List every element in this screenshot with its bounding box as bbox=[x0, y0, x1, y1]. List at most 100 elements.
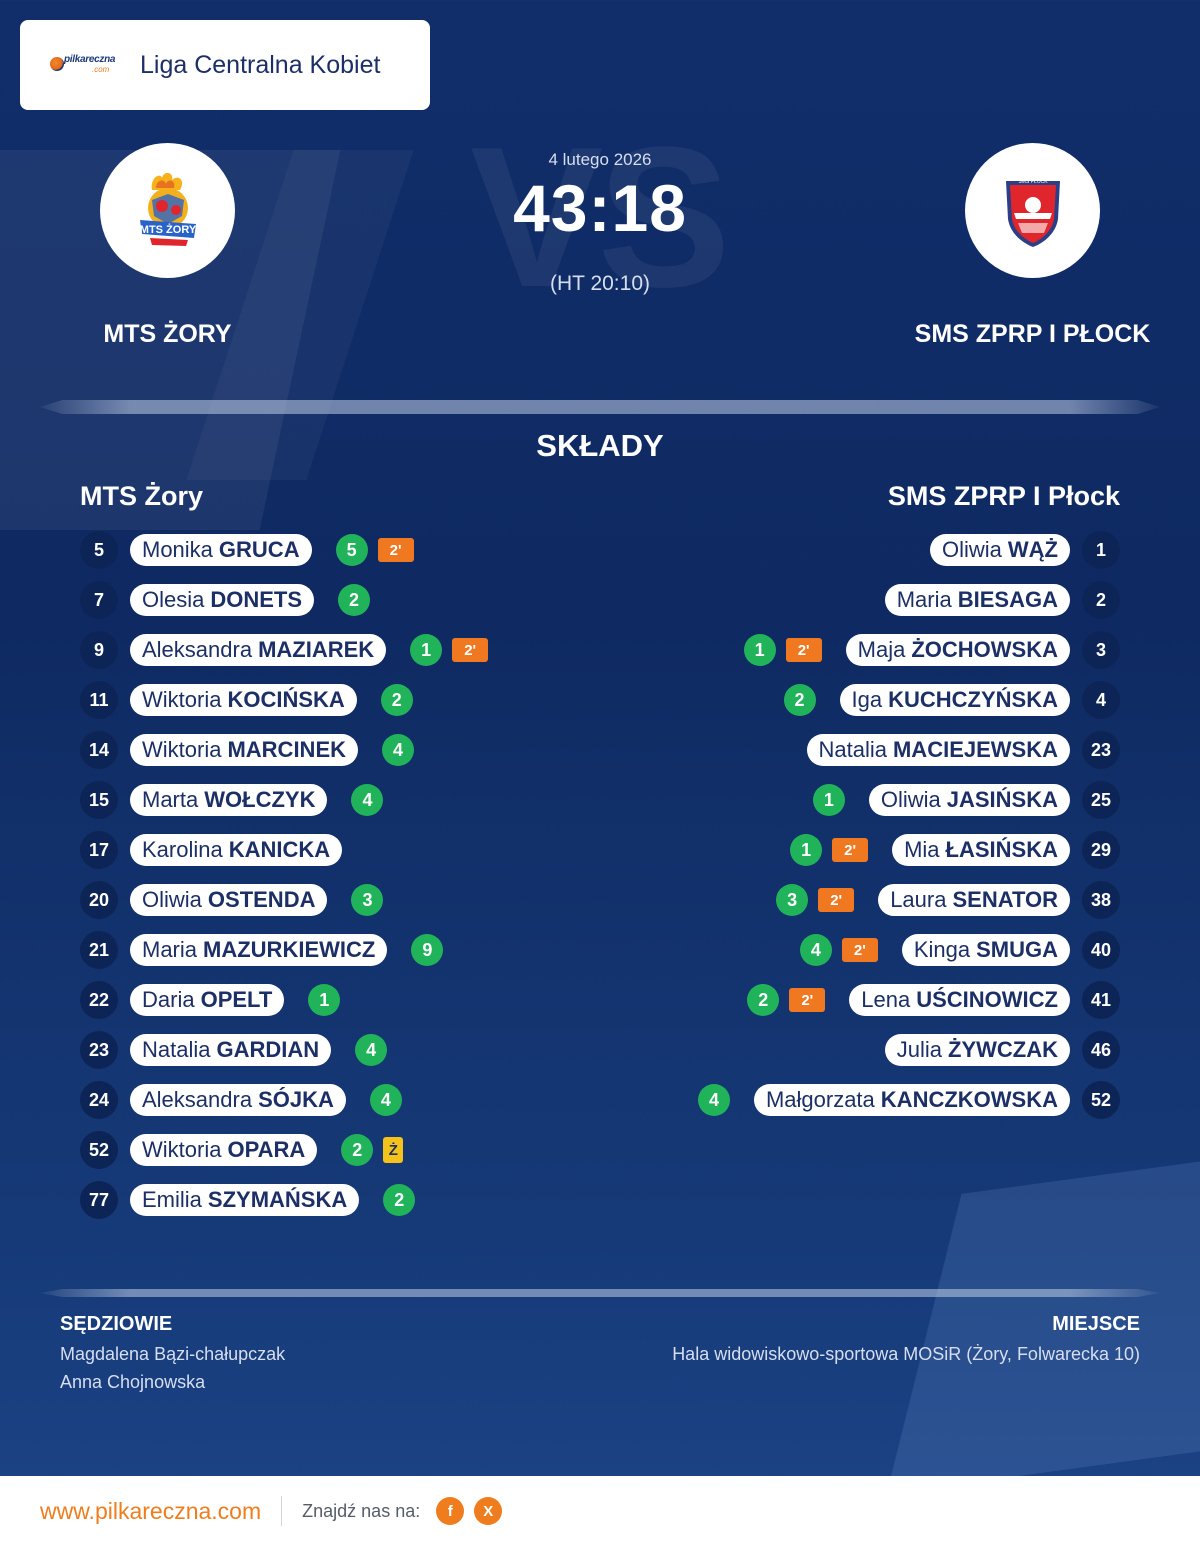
suspension-badge: 2' bbox=[818, 888, 855, 912]
player-stats: 2 bbox=[338, 584, 371, 616]
player-stats: 4 bbox=[351, 784, 384, 816]
player-name[interactable]: Natalia MACIEJEWSKA bbox=[806, 734, 1070, 766]
player-last-name: KANICKA bbox=[228, 837, 331, 862]
player-number: 22 bbox=[80, 981, 118, 1019]
player-stats: 1 2' bbox=[410, 634, 489, 666]
player-last-name: SÓJKA bbox=[258, 1087, 334, 1112]
player-name[interactable]: Marta WOŁCZYK bbox=[130, 784, 328, 816]
player-last-name: SZYMAŃSKA bbox=[207, 1187, 348, 1212]
away-lineup-title: SMS ZPRP I Płock bbox=[887, 481, 1120, 511]
player-name[interactable]: Julia ŻYWCZAK bbox=[884, 1034, 1070, 1066]
player-row: 9 Aleksandra MAZIAREK 1 2' bbox=[80, 625, 600, 675]
lineups-title: SKŁADY bbox=[536, 428, 664, 463]
player-name[interactable]: Maria MAZURKIEWICZ bbox=[130, 934, 388, 966]
player-row: 1 Oliwia WĄŻ bbox=[600, 525, 1120, 575]
player-number: 14 bbox=[80, 731, 118, 769]
player-name[interactable]: Laura SENATOR bbox=[878, 884, 1070, 916]
home-lineup-title: MTS Żory bbox=[80, 481, 204, 511]
player-first-name: Emilia bbox=[142, 1187, 202, 1212]
player-row: 23 Natalia GARDIAN 4 bbox=[80, 1025, 600, 1075]
goals-badge: 1 bbox=[812, 784, 845, 816]
goals-badge: 9 bbox=[411, 934, 444, 966]
player-last-name: SENATOR bbox=[952, 887, 1058, 912]
player-name[interactable]: Mia ŁASIŃSKA bbox=[892, 834, 1070, 866]
player-name[interactable]: Oliwia JASIŃSKA bbox=[868, 784, 1070, 816]
player-number: 41 bbox=[1082, 981, 1120, 1019]
player-name[interactable]: Małgorzata KANCZKOWSKA bbox=[753, 1084, 1070, 1116]
player-name[interactable]: Aleksandra MAZIAREK bbox=[130, 634, 387, 666]
suspension-badge: 2' bbox=[832, 838, 869, 862]
facebook-icon[interactable]: f bbox=[436, 1497, 465, 1525]
player-name[interactable]: Oliwia WĄŻ bbox=[930, 534, 1070, 566]
divider bbox=[40, 1289, 1160, 1297]
player-row: 23 Natalia MACIEJEWSKA bbox=[600, 725, 1120, 775]
referees-label: SĘDZIOWIE bbox=[60, 1313, 173, 1335]
player-name[interactable]: Iga KUCHCZYŃSKA bbox=[839, 684, 1070, 716]
player-name[interactable]: Lena UŚCINOWICZ bbox=[849, 984, 1070, 1016]
player-name[interactable]: Monika GRUCA bbox=[130, 534, 312, 566]
player-last-name: KANCZKOWSKA bbox=[880, 1087, 1058, 1112]
player-row: 25 Oliwia JASIŃSKA 1 bbox=[600, 775, 1120, 825]
footer-separator bbox=[281, 1496, 283, 1526]
player-name[interactable]: Kinga SMUGA bbox=[901, 934, 1070, 966]
player-row: 7 Olesia DONETS 2 bbox=[80, 575, 600, 625]
player-last-name: WĄŻ bbox=[1007, 537, 1058, 562]
player-first-name: Maria bbox=[142, 937, 198, 962]
player-row: 20 Oliwia OSTENDA 3 bbox=[80, 875, 600, 925]
svg-text:MTS ŻORY: MTS ŻORY bbox=[139, 223, 196, 236]
player-last-name: WOŁCZYK bbox=[204, 787, 316, 812]
player-name[interactable]: Karolina KANICKA bbox=[130, 834, 343, 866]
player-row: 38 Laura SENATOR 3 2' bbox=[600, 875, 1120, 925]
footer: www.pilkareczna.com Znajdź nas na: f X bbox=[0, 1476, 1200, 1546]
player-row: 22 Daria OPELT 1 bbox=[80, 975, 600, 1025]
player-row: 52 Wiktoria OPARA 2 Ż bbox=[80, 1125, 600, 1175]
player-name[interactable]: Maria BIESAGA bbox=[884, 584, 1070, 616]
find-us-label: Znajdź nas na: bbox=[302, 1500, 421, 1521]
player-first-name: Wiktoria bbox=[142, 1137, 222, 1162]
home-team-logo: MTS ŻORY bbox=[100, 143, 235, 278]
player-last-name: GARDIAN bbox=[216, 1037, 320, 1062]
player-first-name: Maja bbox=[857, 637, 906, 662]
player-row: 21 Maria MAZURKIEWICZ 9 bbox=[80, 925, 600, 975]
player-name[interactable]: Olesia DONETS bbox=[130, 584, 315, 616]
player-name[interactable]: Wiktoria MARCINEK bbox=[130, 734, 359, 766]
yellow-card-badge: Ż bbox=[383, 1137, 404, 1163]
player-first-name: Karolina bbox=[142, 837, 223, 862]
referee-name: Anna Chojnowska bbox=[60, 1372, 206, 1392]
home-lineup-list: 5 Monika GRUCA 5 2' 7 Olesia DONETS 2 9 Aleksandra… bbox=[80, 525, 600, 1225]
player-name[interactable]: Wiktoria KOCIŃSKA bbox=[130, 684, 357, 716]
goals-badge: 1 bbox=[790, 834, 823, 866]
player-name[interactable]: Oliwia OSTENDA bbox=[130, 884, 328, 916]
player-number: 17 bbox=[80, 831, 118, 869]
player-number: 11 bbox=[80, 681, 118, 719]
player-row: 52 Małgorzata KANCZKOWSKA 4 bbox=[600, 1075, 1120, 1125]
player-last-name: GRUCA bbox=[218, 537, 300, 562]
player-name[interactable]: Emilia SZYMAŃSKA bbox=[130, 1184, 360, 1216]
player-first-name: Kinga bbox=[913, 937, 971, 962]
player-last-name: KUCHCZYŃSKA bbox=[888, 687, 1058, 712]
venue-name: Hala widowiskowo-sportowa MOSiR (Żory, F… bbox=[672, 1344, 1140, 1364]
player-number: 77 bbox=[80, 1181, 118, 1219]
player-stats: 3 bbox=[351, 884, 384, 916]
pilkareczna-logo[interactable]: pilkareczna .com bbox=[50, 53, 120, 77]
website-link[interactable]: www.pilkareczna.com bbox=[40, 1497, 262, 1524]
player-row: 24 Aleksandra SÓJKA 4 bbox=[80, 1075, 600, 1125]
player-number: 23 bbox=[1082, 731, 1120, 769]
player-name[interactable]: Maja ŻOCHOWSKA bbox=[845, 634, 1070, 666]
x-icon[interactable]: X bbox=[474, 1497, 503, 1525]
player-row: 77 Emilia SZYMAŃSKA 2 bbox=[80, 1175, 600, 1225]
player-name[interactable]: Aleksandra SÓJKA bbox=[130, 1084, 346, 1116]
player-name[interactable]: Daria OPELT bbox=[130, 984, 285, 1016]
goals-badge: 3 bbox=[776, 884, 809, 916]
goals-badge: 2 bbox=[338, 584, 371, 616]
player-number: 7 bbox=[80, 581, 118, 619]
player-first-name: Natalia bbox=[818, 737, 887, 762]
player-name[interactable]: Wiktoria OPARA bbox=[130, 1134, 318, 1166]
player-first-name: Laura bbox=[890, 887, 947, 912]
player-name[interactable]: Natalia GARDIAN bbox=[130, 1034, 332, 1066]
player-stats: 4 bbox=[382, 734, 415, 766]
sms-plock-crest-icon: SMS PŁOCK bbox=[1005, 179, 1060, 247]
player-first-name: Monika bbox=[142, 537, 213, 562]
player-row: 14 Wiktoria MARCINEK 4 bbox=[80, 725, 600, 775]
